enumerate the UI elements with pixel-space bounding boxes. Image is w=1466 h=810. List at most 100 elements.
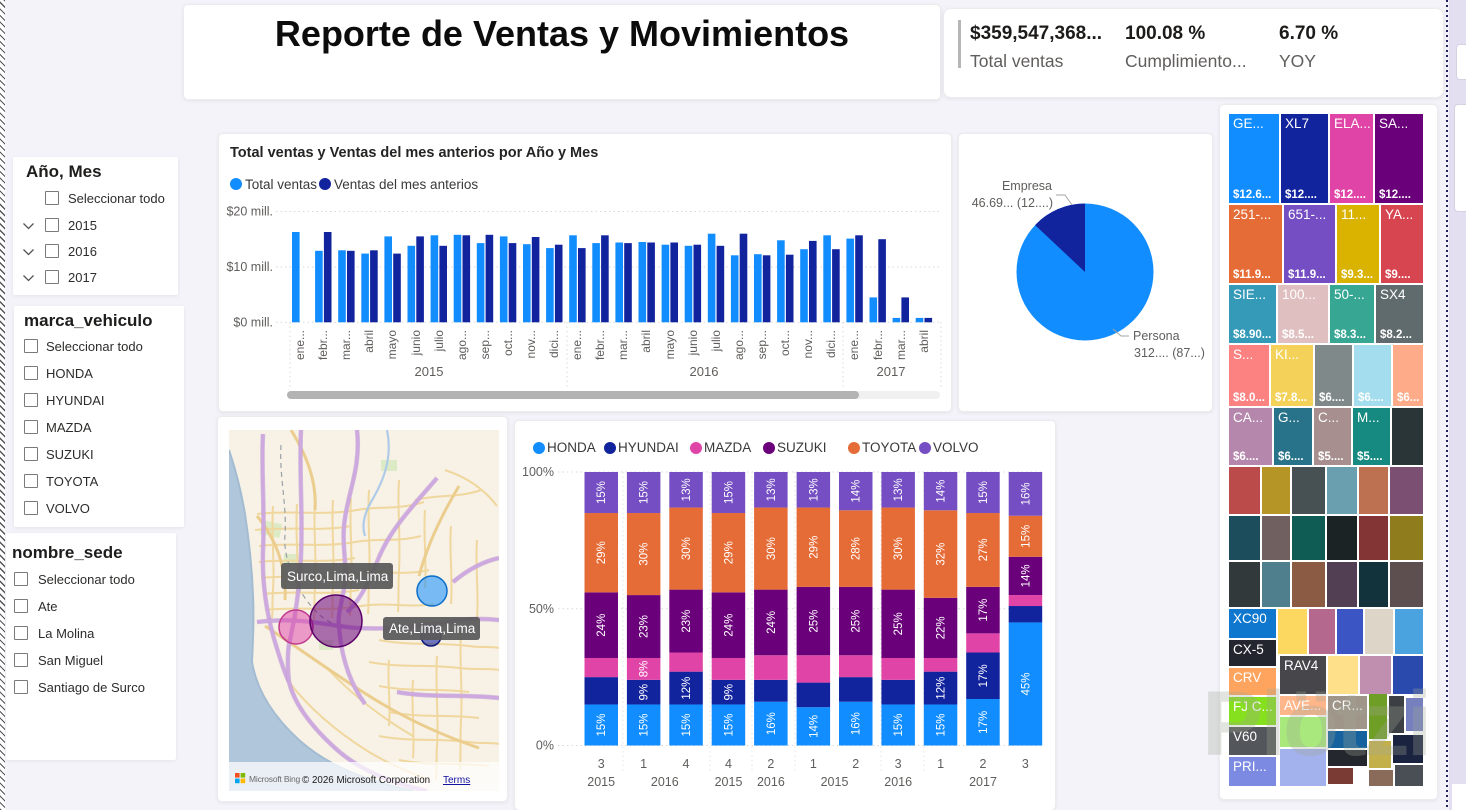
svg-text:2: 2 [767, 757, 774, 771]
svg-text:16%: 16% [1020, 482, 1032, 505]
svg-text:16%: 16% [851, 712, 863, 735]
svg-text:ago...: ago... [455, 330, 469, 360]
svg-text:13%: 13% [766, 478, 778, 501]
svg-text:45%: 45% [1020, 672, 1032, 695]
svg-text:23%: 23% [681, 610, 693, 633]
svg-text:25%: 25% [893, 612, 905, 635]
svg-text:30%: 30% [681, 537, 693, 560]
svg-text:9%: 9% [639, 684, 651, 701]
svg-text:abril: abril [639, 330, 653, 353]
svg-text:Microsoft Bing: Microsoft Bing [249, 774, 301, 784]
svg-text:mayo: mayo [385, 330, 399, 360]
svg-text:ene...: ene... [847, 330, 861, 360]
svg-text:30%: 30% [639, 543, 651, 566]
svg-text:17%: 17% [978, 711, 990, 734]
svg-text:junio: junio [686, 330, 700, 357]
svg-text:© 2026 Microsoft Corporation: © 2026 Microsoft Corporation [302, 775, 430, 786]
svg-text:29%: 29% [724, 541, 736, 564]
svg-text:febr...: febr... [316, 330, 330, 360]
svg-text:2015: 2015 [587, 775, 615, 789]
svg-text:2016: 2016 [884, 775, 912, 789]
svg-text:abril: abril [362, 330, 376, 353]
svg-text:13%: 13% [893, 478, 905, 501]
svg-text:1: 1 [640, 757, 647, 771]
svg-text:julio: julio [432, 330, 446, 353]
svg-text:1: 1 [937, 757, 944, 771]
svg-text:0%: 0% [536, 739, 554, 753]
svg-text:2015: 2015 [415, 364, 444, 379]
svg-text:sep...: sep... [478, 330, 492, 359]
svg-text:3: 3 [598, 757, 605, 771]
svg-text:nov...: nov... [524, 330, 538, 358]
svg-text:3: 3 [895, 757, 902, 771]
svg-text:15%: 15% [893, 713, 905, 736]
svg-text:junio: junio [409, 330, 423, 357]
svg-text:dici...: dici... [547, 330, 561, 358]
svg-text:2016: 2016 [651, 775, 679, 789]
svg-text:Ate,Lima,Lima: Ate,Lima,Lima [389, 621, 476, 636]
svg-text:Persona: Persona [1133, 329, 1180, 343]
svg-text:12%: 12% [681, 677, 693, 700]
svg-text:24%: 24% [766, 611, 778, 634]
svg-text:15%: 15% [724, 713, 736, 736]
svg-text:2016: 2016 [757, 775, 785, 789]
svg-text:9%: 9% [724, 684, 736, 701]
svg-text:julio: julio [709, 330, 723, 353]
svg-text:mar...: mar... [339, 330, 353, 360]
svg-text:ago...: ago... [732, 330, 746, 360]
svg-text:ene...: ene... [570, 330, 584, 360]
svg-text:14%: 14% [851, 480, 863, 503]
svg-text:15%: 15% [1020, 525, 1032, 548]
svg-text:30%: 30% [893, 537, 905, 560]
svg-text:17%: 17% [978, 664, 990, 687]
svg-text:30%: 30% [766, 537, 778, 560]
svg-text:28%: 28% [851, 537, 863, 560]
svg-text:15%: 15% [724, 481, 736, 504]
svg-text:32%: 32% [936, 543, 948, 566]
svg-text:50%: 50% [529, 602, 554, 616]
svg-text:14%: 14% [808, 715, 820, 738]
svg-text:4: 4 [725, 757, 732, 771]
svg-text:$20 mill.: $20 mill. [226, 205, 273, 219]
svg-text:29%: 29% [596, 541, 608, 564]
svg-text:Terms: Terms [443, 775, 470, 786]
svg-text:16%: 16% [766, 712, 778, 735]
svg-text:14%: 14% [936, 480, 948, 503]
svg-text:15%: 15% [639, 713, 651, 736]
svg-text:15%: 15% [978, 481, 990, 504]
svg-text:4: 4 [683, 757, 690, 771]
svg-text:100%: 100% [522, 465, 554, 479]
svg-text:2: 2 [980, 757, 987, 771]
svg-text:3: 3 [1022, 757, 1029, 771]
svg-text:2015: 2015 [821, 775, 849, 789]
svg-text:2016: 2016 [690, 364, 719, 379]
svg-text:abril: abril [917, 330, 931, 353]
svg-text:2017: 2017 [877, 364, 906, 379]
svg-text:1: 1 [810, 757, 817, 771]
svg-text:24%: 24% [724, 614, 736, 637]
svg-text:mar...: mar... [616, 330, 630, 360]
svg-text:12%: 12% [936, 677, 948, 700]
svg-text:25%: 25% [808, 610, 820, 633]
svg-text:mar...: mar... [894, 330, 908, 360]
svg-text:nov...: nov... [801, 330, 815, 358]
svg-text:dici...: dici... [824, 330, 838, 358]
svg-text:15%: 15% [936, 713, 948, 736]
svg-text:13%: 13% [808, 478, 820, 501]
svg-text:13%: 13% [681, 478, 693, 501]
svg-text:oct...: oct... [501, 330, 515, 356]
svg-text:ene...: ene... [293, 330, 307, 360]
svg-text:febr...: febr... [593, 330, 607, 360]
svg-text:Empresa: Empresa [1002, 179, 1052, 193]
svg-text:15%: 15% [639, 481, 651, 504]
svg-text:15%: 15% [596, 713, 608, 736]
svg-text:27%: 27% [978, 538, 990, 561]
svg-text:mayo: mayo [663, 330, 677, 360]
svg-text:2: 2 [852, 757, 859, 771]
svg-text:23%: 23% [639, 615, 651, 638]
svg-text:15%: 15% [596, 481, 608, 504]
svg-text:febr...: febr... [871, 330, 885, 360]
svg-text:sep...: sep... [755, 330, 769, 359]
svg-text:24%: 24% [596, 614, 608, 637]
svg-text:25%: 25% [851, 610, 863, 633]
